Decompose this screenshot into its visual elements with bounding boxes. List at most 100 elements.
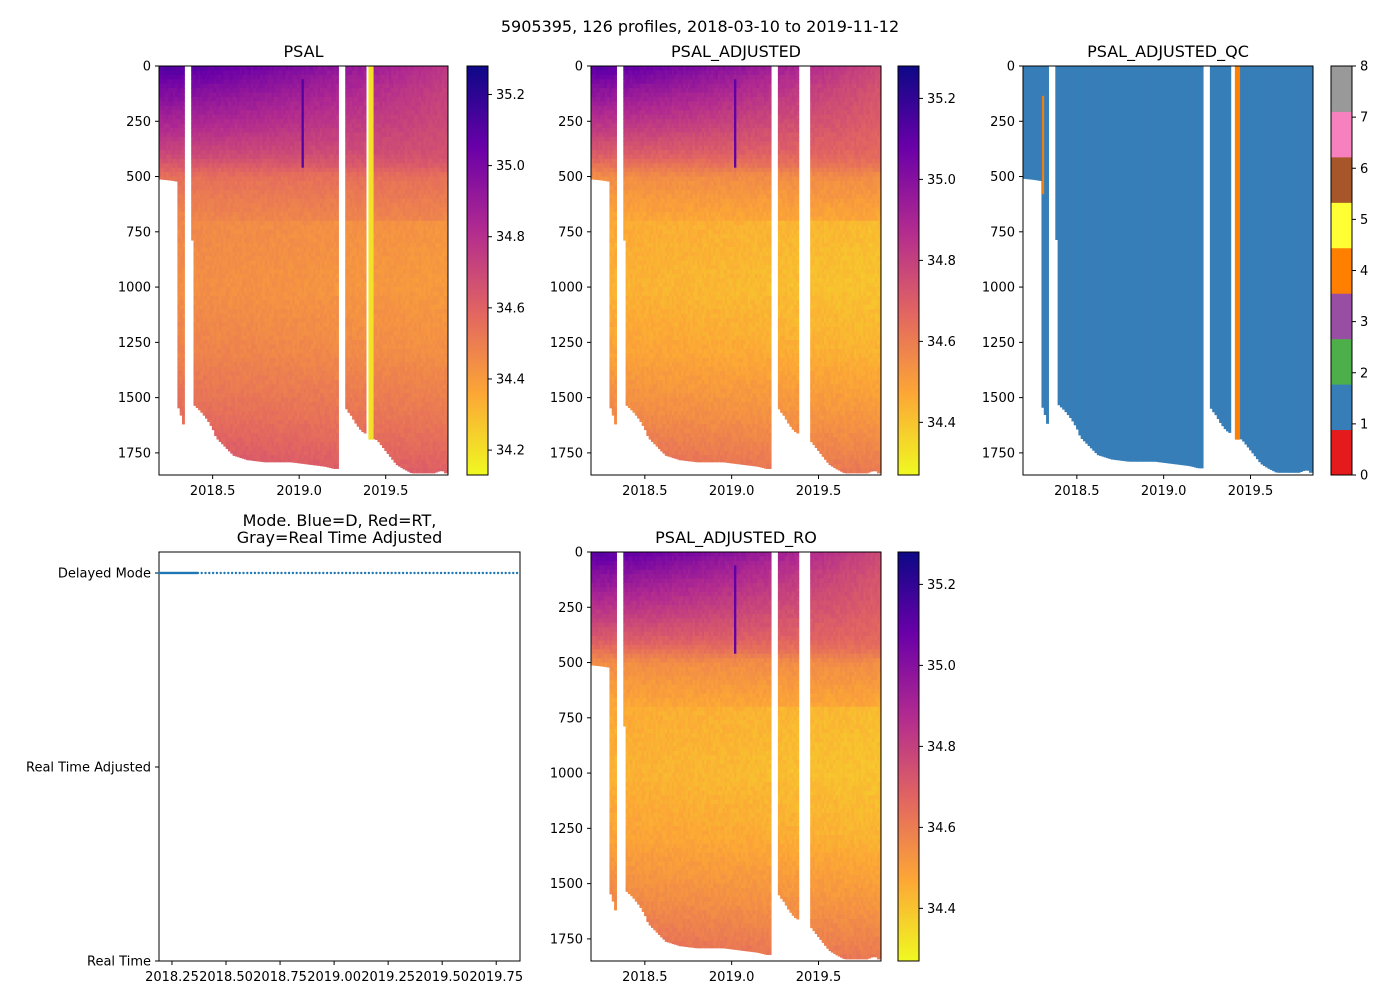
heatmap-cell [177,172,181,178]
heatmap-cell [244,203,247,209]
heatmap-cell [283,92,287,98]
heatmap-cell [306,459,310,465]
heatmap-cell [301,105,305,111]
heatmap-cell [253,203,257,209]
heatmap-cell [276,110,280,116]
heatmap-cell [198,273,201,279]
heatmap-cell [230,450,234,454]
heatmap-cell [283,132,287,138]
heatmap-cell [218,101,222,107]
heatmap-cell [301,101,305,107]
heatmap-cell [207,415,211,421]
heatmap-cell [303,119,307,125]
heatmap-cell [280,388,284,394]
heatmap-cell [299,216,303,222]
heatmap-cell [202,203,206,209]
heatmap-cell [267,163,270,169]
heatmap-cell [271,313,275,319]
heatmap-cell [264,256,268,262]
heatmap-cell [287,362,291,368]
heatmap-cell [221,393,224,399]
heatmap-cell [267,455,270,461]
heatmap-cell [283,123,287,129]
heatmap-cell [179,229,183,235]
heatmap-cell [202,264,206,270]
heatmap-cell [260,282,264,288]
heatmap-cell [301,211,305,217]
heatmap-cell [234,185,238,191]
heatmap-cell [239,127,243,133]
heatmap-cell [253,415,257,421]
heatmap-cell [253,66,257,72]
heatmap-cell [177,203,181,209]
heatmap-cell [223,264,227,270]
heatmap-cell [200,150,204,156]
heatmap-cell [278,406,282,412]
heatmap-cell [177,353,181,359]
heatmap-cell [225,242,229,248]
heatmap-cell [230,127,234,133]
heatmap-cell [290,295,293,301]
heatmap-cell [273,291,277,297]
heatmap-cell [250,260,254,266]
heatmap-cell [241,220,245,226]
heatmap-cell [290,397,293,403]
heatmap-cell [204,198,208,204]
heatmap-cell [260,180,264,186]
heatmap-cell [234,335,238,341]
heatmap-cell [241,335,245,341]
heatmap-cell [250,101,254,107]
heatmap-cell [276,74,280,80]
heatmap-cell [255,446,259,452]
heatmap-cell [273,384,277,390]
heatmap-cell [278,88,282,94]
heatmap-cell [296,402,300,408]
heatmap-cell [244,185,247,191]
heatmap-cell [223,366,227,372]
heatmap-cell [204,96,208,102]
heatmap-cell [283,273,287,279]
heatmap-cell [177,388,181,394]
heatmap-cell [262,348,266,355]
heatmap-cell [246,450,250,456]
heatmap-cell [290,326,293,332]
heatmap-cell [202,388,206,394]
heatmap-cell [276,238,280,244]
heatmap-cell [204,211,208,217]
heatmap-cell [218,145,222,151]
heatmap-cell [202,66,206,72]
heatmap-cell [232,66,236,72]
heatmap-cell [179,397,183,403]
heatmap-cell [234,141,238,147]
heatmap-cell [241,189,245,195]
heatmap-cell [241,300,245,306]
heatmap-cell [159,123,162,129]
heatmap-cell [221,340,224,346]
heatmap-cell [285,234,289,240]
heatmap-cell [237,300,241,306]
heatmap-cell [225,127,229,133]
heatmap-cell [248,362,252,368]
heatmap-cell [283,260,287,266]
heatmap-cell [271,220,275,226]
heatmap-cell [204,410,208,416]
heatmap-cell [216,238,220,244]
heatmap-cell [267,357,270,363]
heatmap-cell [237,203,241,209]
heatmap-cell [253,371,257,377]
heatmap-cell [280,353,284,359]
heatmap-cell [241,402,245,408]
heatmap-cell [218,74,222,80]
heatmap-cell [273,455,277,461]
heatmap-cell [211,114,215,120]
heatmap-cell [287,189,291,195]
heatmap-cell [294,331,298,337]
heatmap-cell [308,154,312,160]
heatmap-cell [179,216,183,222]
heatmap-cell [257,211,261,217]
heatmap-cell [308,450,312,456]
heatmap-cell [296,198,300,204]
heatmap-cell [211,66,215,72]
heatmap-cell [253,211,257,217]
heatmap-cell [292,141,296,147]
